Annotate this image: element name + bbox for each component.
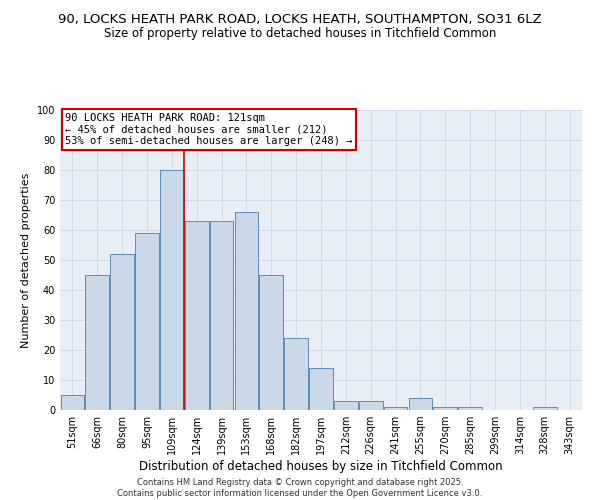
Text: 90, LOCKS HEATH PARK ROAD, LOCKS HEATH, SOUTHAMPTON, SO31 6LZ: 90, LOCKS HEATH PARK ROAD, LOCKS HEATH, … bbox=[58, 12, 542, 26]
Bar bbox=[359, 401, 383, 410]
Bar bbox=[384, 407, 407, 410]
Y-axis label: Number of detached properties: Number of detached properties bbox=[21, 172, 31, 348]
Text: Contains HM Land Registry data © Crown copyright and database right 2025.
Contai: Contains HM Land Registry data © Crown c… bbox=[118, 478, 482, 498]
Bar bbox=[458, 407, 482, 410]
Bar bbox=[309, 368, 333, 410]
Bar bbox=[334, 401, 358, 410]
Bar bbox=[135, 233, 159, 410]
Bar bbox=[160, 170, 184, 410]
Bar bbox=[110, 254, 134, 410]
Bar bbox=[185, 221, 209, 410]
Bar bbox=[61, 395, 84, 410]
Bar bbox=[210, 221, 233, 410]
Bar bbox=[533, 407, 557, 410]
Bar bbox=[433, 407, 457, 410]
Bar bbox=[85, 275, 109, 410]
Text: Size of property relative to detached houses in Titchfield Common: Size of property relative to detached ho… bbox=[104, 28, 496, 40]
Bar bbox=[259, 275, 283, 410]
Bar bbox=[235, 212, 258, 410]
Bar bbox=[409, 398, 432, 410]
Bar bbox=[284, 338, 308, 410]
X-axis label: Distribution of detached houses by size in Titchfield Common: Distribution of detached houses by size … bbox=[139, 460, 503, 473]
Text: 90 LOCKS HEATH PARK ROAD: 121sqm
← 45% of detached houses are smaller (212)
53% : 90 LOCKS HEATH PARK ROAD: 121sqm ← 45% o… bbox=[65, 113, 353, 146]
